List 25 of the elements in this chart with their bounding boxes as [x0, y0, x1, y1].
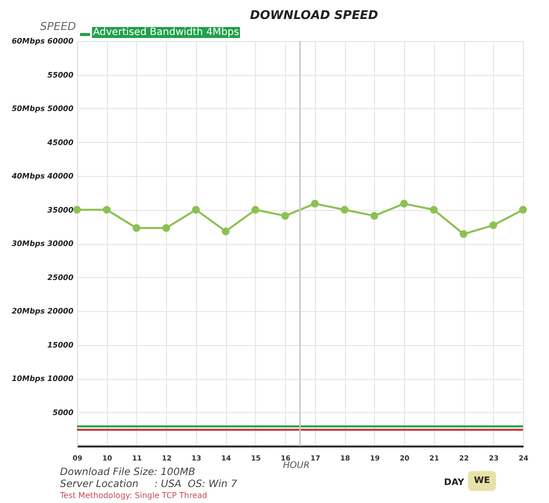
text: Download File Size: 100MB: [60, 467, 196, 478]
point: [489, 221, 498, 230]
point: [73, 206, 81, 214]
point: [102, 206, 111, 214]
point: [252, 206, 260, 214]
point: [519, 206, 527, 214]
point: [430, 206, 438, 214]
text: Server Location : USA OS: Win 7: [60, 479, 238, 490]
point: [340, 206, 348, 214]
text: Test Methodology: Single TCP Thread: [60, 491, 208, 500]
y-axis-title: SPEED: [40, 20, 76, 33]
x-axis-title: HOUR: [283, 461, 310, 471]
point: [132, 224, 140, 232]
point: [192, 206, 200, 214]
chart-title: DOWNLOAD SPEED: [250, 8, 378, 22]
text: WE: [468, 471, 496, 491]
point: [370, 212, 378, 220]
point: [281, 212, 290, 220]
point: [222, 227, 230, 236]
point: [400, 200, 408, 208]
point: [310, 200, 319, 208]
legend-label: Advertised Bandwidth 4Mbps: [92, 27, 240, 38]
point: [162, 224, 170, 232]
text: DAY: [444, 478, 464, 488]
point: [460, 230, 468, 238]
